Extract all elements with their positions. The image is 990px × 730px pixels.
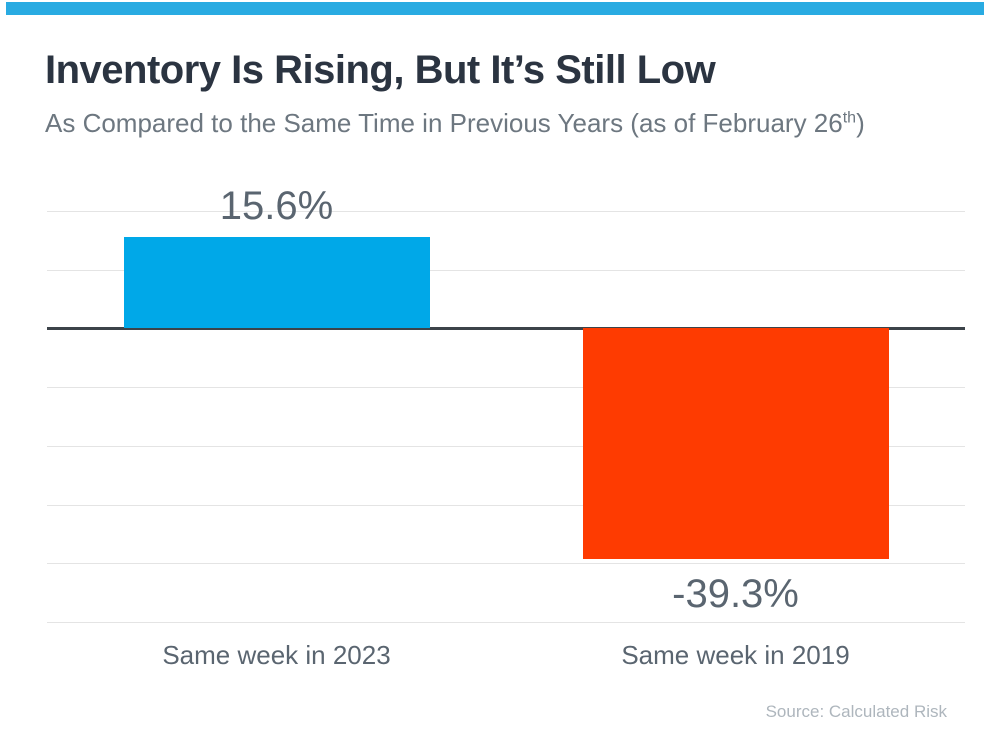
chart-subtitle-closing: )	[856, 108, 865, 138]
gridline--10-pct	[47, 387, 965, 389]
chart-subtitle: As Compared to the Same Time in Previous…	[45, 108, 865, 139]
chart-subtitle-text: As Compared to the Same Time in Previous…	[45, 108, 843, 138]
value-label: 15.6%	[219, 183, 334, 228]
gridline--40-pct	[47, 563, 965, 565]
category-label: Same week in 2019	[621, 640, 850, 670]
plot-area: 15.6% Same week in 2023 -39.3% Same week in…	[47, 184, 965, 670]
source-credit: Source: Calculated Risk	[765, 702, 947, 721]
gridline--20-pct	[47, 445, 965, 447]
x-axis-zero-line	[47, 327, 965, 331]
bar-same-week-in-2019	[582, 328, 889, 560]
chart-subtitle-superscript: th	[842, 109, 857, 127]
gridline-20-pct	[47, 211, 965, 212]
bar-same-week-in-2023	[123, 236, 430, 329]
value-label: -39.3%	[672, 572, 799, 617]
chart-title: Inventory Is Rising, But It’s Still Low	[45, 48, 716, 92]
gridline--30-pct	[47, 504, 965, 506]
brand-accent-bar	[6, 2, 984, 15]
gridline--50-pct	[47, 622, 965, 623]
category-label: Same week in 2023	[162, 640, 391, 670]
gridline-10-pct	[47, 269, 965, 271]
